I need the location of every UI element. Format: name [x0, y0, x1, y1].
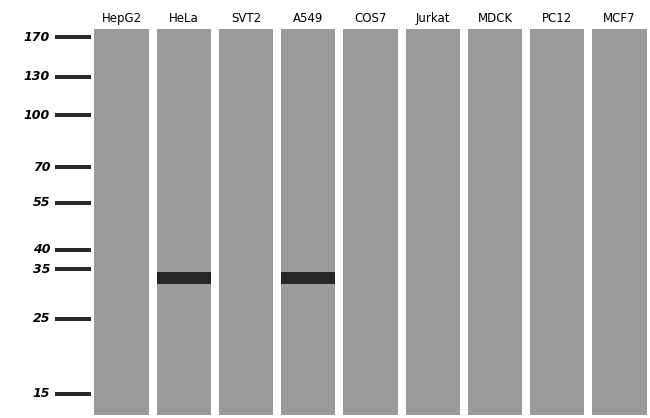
Bar — [343, 29, 398, 415]
Text: 100: 100 — [24, 109, 50, 122]
Bar — [281, 272, 335, 284]
Text: MCF7: MCF7 — [603, 13, 636, 25]
Bar — [157, 272, 211, 284]
Bar — [219, 29, 273, 415]
Text: 35: 35 — [32, 263, 50, 276]
Text: 40: 40 — [32, 243, 50, 256]
Bar — [406, 29, 460, 415]
Text: 130: 130 — [24, 70, 50, 83]
Text: Jurkat: Jurkat — [415, 13, 450, 25]
Text: HeLa: HeLa — [169, 13, 199, 25]
Bar — [530, 29, 584, 415]
Text: 55: 55 — [32, 196, 50, 209]
Text: SVT2: SVT2 — [231, 13, 261, 25]
Bar — [281, 29, 335, 415]
Bar — [468, 29, 522, 415]
Text: 15: 15 — [32, 387, 50, 400]
Text: PC12: PC12 — [542, 13, 573, 25]
Text: 170: 170 — [24, 31, 50, 43]
Text: A549: A549 — [293, 13, 324, 25]
Text: HepG2: HepG2 — [101, 13, 142, 25]
Text: 70: 70 — [32, 161, 50, 174]
Bar — [592, 29, 647, 415]
Text: MDCK: MDCK — [478, 13, 513, 25]
Bar — [157, 29, 211, 415]
Text: COS7: COS7 — [354, 13, 387, 25]
Bar — [94, 29, 149, 415]
Text: 25: 25 — [32, 312, 50, 325]
